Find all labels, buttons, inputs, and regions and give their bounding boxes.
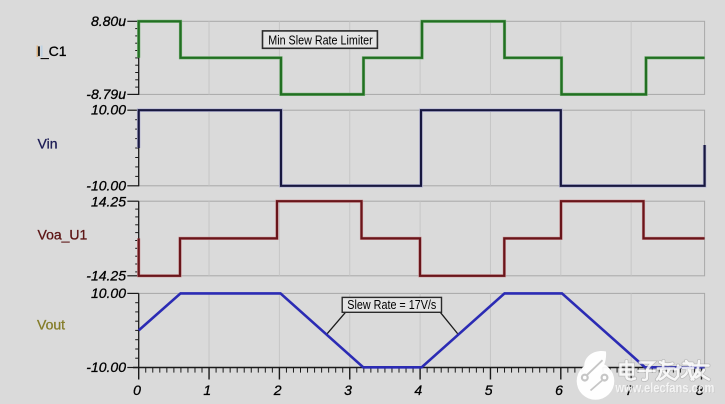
svg-text:8.80u: 8.80u [91, 13, 126, 29]
svg-text:1: 1 [203, 382, 211, 398]
svg-text:Vin: Vin [38, 135, 58, 151]
svg-text:Voa_U1: Voa_U1 [38, 227, 88, 243]
svg-text:10.00: 10.00 [91, 285, 126, 301]
svg-text:Vout: Vout [37, 317, 65, 333]
svg-text:-8.79u: -8.79u [86, 86, 126, 102]
svg-text:-10.00: -10.00 [86, 359, 126, 375]
svg-text:14.25: 14.25 [91, 193, 126, 209]
svg-text:6: 6 [555, 382, 563, 398]
svg-text:-14.25: -14.25 [86, 267, 126, 283]
svg-text:Min Slew Rate Limiter: Min Slew Rate Limiter [268, 32, 373, 47]
svg-text:0: 0 [133, 382, 141, 398]
svg-text:5: 5 [485, 382, 493, 398]
svg-text:4: 4 [414, 382, 422, 398]
svg-text:-10.00: -10.00 [86, 178, 126, 194]
svg-text:www.elecfans.com: www.elecfans.com [615, 380, 715, 395]
svg-text:Slew Rate = 17V/s: Slew Rate = 17V/s [347, 298, 436, 312]
svg-text:3: 3 [344, 382, 352, 398]
svg-text:www.elecfans.com: www.elecfans.com [615, 381, 715, 396]
svg-text:I_C1: I_C1 [37, 43, 67, 59]
svg-text:8: 8 [696, 382, 704, 398]
svg-text:10.00: 10.00 [91, 102, 126, 118]
svg-text:7: 7 [626, 382, 635, 398]
svg-text:2: 2 [273, 382, 282, 398]
